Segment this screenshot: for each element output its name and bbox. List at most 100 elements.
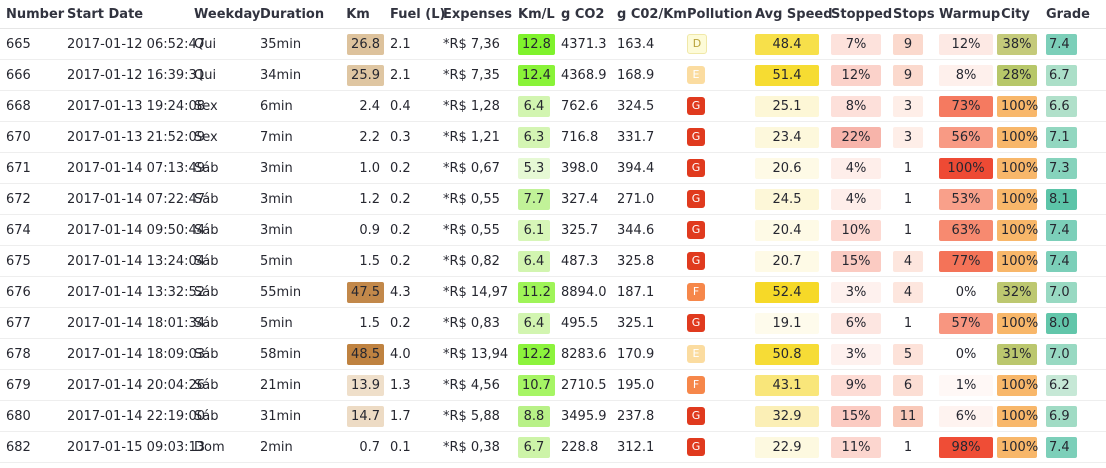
cell-pollution: G bbox=[681, 431, 749, 463]
cell-stops: 1 bbox=[887, 431, 933, 463]
cell-grade-value: 7.4 bbox=[1046, 33, 1077, 55]
col-stops[interactable]: Stops bbox=[887, 0, 935, 29]
cell-fuel: 2.1 bbox=[384, 59, 437, 91]
cell-stopped: 10% bbox=[825, 214, 887, 246]
cell-expenses: *R$ 0,67 bbox=[437, 152, 512, 184]
cell-warmup-value: 77% bbox=[939, 250, 993, 272]
cell-start-date: 2017-01-14 09:50:44 bbox=[61, 214, 205, 246]
col-pollution[interactable]: Pollution bbox=[681, 0, 752, 29]
cell-duration: 21min bbox=[254, 369, 332, 401]
cell-pollution-value: G bbox=[687, 221, 705, 239]
cell-avg-speed-value: 43.1 bbox=[755, 374, 819, 396]
col-co2km[interactable]: g C02/Km bbox=[611, 0, 687, 29]
col-fuel[interactable]: Fuel (L) bbox=[384, 0, 445, 29]
col-city[interactable]: City bbox=[991, 0, 1040, 29]
cell-weekday: Sáb bbox=[188, 307, 254, 339]
cell-city: 100% bbox=[991, 152, 1040, 184]
cell-avg-speed-value: 22.9 bbox=[755, 436, 819, 458]
cell-avg-speed-value: 48.4 bbox=[755, 33, 819, 55]
cell-km-value: 26.8 bbox=[347, 33, 384, 55]
cell-duration: 3min bbox=[254, 152, 332, 184]
cell-pollution-value: G bbox=[687, 252, 705, 270]
cell-weekday: Sáb bbox=[188, 276, 254, 308]
cell-km: 0.9 bbox=[332, 214, 384, 246]
col-grade[interactable]: Grade bbox=[1040, 0, 1106, 29]
cell-kml: 6.3 bbox=[512, 121, 555, 153]
cell-pollution: G bbox=[681, 152, 749, 184]
cell-grade: 7.4 bbox=[1040, 245, 1106, 277]
col-weekday[interactable]: Weekday bbox=[188, 0, 260, 29]
cell-km: 14.7 bbox=[332, 400, 384, 432]
cell-start-date: 2017-01-14 07:13:49 bbox=[61, 152, 205, 184]
cell-grade: 7.4 bbox=[1040, 28, 1106, 60]
cell-pollution: E bbox=[681, 338, 749, 370]
cell-warmup: 0% bbox=[933, 338, 991, 370]
cell-co2km: 271.0 bbox=[611, 183, 681, 215]
cell-number: 676 bbox=[0, 276, 61, 308]
cell-fuel: 2.1 bbox=[384, 28, 437, 60]
cell-duration: 58min bbox=[254, 338, 332, 370]
cell-stopped: 11% bbox=[825, 431, 887, 463]
cell-stopped-value: 9% bbox=[831, 374, 881, 396]
cell-weekday: Sáb bbox=[188, 400, 254, 432]
cell-fuel: 0.4 bbox=[384, 90, 437, 122]
cell-avg-speed: 32.9 bbox=[749, 400, 825, 432]
cell-stopped-value: 22% bbox=[831, 126, 881, 148]
col-duration[interactable]: Duration bbox=[254, 0, 332, 29]
cell-kml-value: 6.4 bbox=[518, 312, 550, 334]
cell-avg-speed: 24.5 bbox=[749, 183, 825, 215]
cell-stops-value: 1 bbox=[903, 439, 913, 455]
table-row: 677 2017-01-14 18:01:34 Sáb 5min 1.5 0.2 *R$ 0… bbox=[0, 307, 1106, 339]
cell-city-value: 100% bbox=[997, 405, 1038, 427]
cell-pollution-value: G bbox=[687, 159, 705, 177]
cell-co2: 228.8 bbox=[555, 431, 611, 463]
cell-stopped-value: 8% bbox=[831, 95, 881, 117]
col-warmup[interactable]: Warmup bbox=[933, 0, 1000, 29]
cell-pollution: G bbox=[681, 400, 749, 432]
col-avg-speed[interactable]: Avg Speed bbox=[749, 0, 833, 29]
table-row: 679 2017-01-14 20:04:26 Sáb 21min 13.9 1.3 *R$… bbox=[0, 369, 1106, 401]
cell-avg-speed: 43.1 bbox=[749, 369, 825, 401]
cell-city-value: 100% bbox=[997, 312, 1038, 334]
cell-avg-speed: 51.4 bbox=[749, 59, 825, 91]
cell-stopped: 4% bbox=[825, 152, 887, 184]
cell-stops-value: 1 bbox=[903, 315, 913, 331]
col-expenses[interactable]: Expenses bbox=[437, 0, 512, 29]
cell-pollution-value: D bbox=[687, 34, 707, 54]
cell-kml: 6.1 bbox=[512, 214, 555, 246]
cell-grade: 6.6 bbox=[1040, 90, 1106, 122]
cell-stopped-value: 15% bbox=[831, 405, 881, 427]
cell-stops-value: 11 bbox=[893, 405, 923, 427]
cell-avg-speed: 20.6 bbox=[749, 152, 825, 184]
cell-co2km: 237.8 bbox=[611, 400, 681, 432]
col-number[interactable]: Number bbox=[0, 0, 64, 29]
cell-kml: 11.2 bbox=[512, 276, 555, 308]
header-row: Number Start Date Weekday Duration Km Fu… bbox=[0, 0, 1106, 29]
cell-km-value: 47.5 bbox=[347, 281, 384, 303]
cell-pollution: G bbox=[681, 183, 749, 215]
cell-stops: 4 bbox=[887, 276, 933, 308]
col-start-date[interactable]: Start Date bbox=[61, 0, 188, 29]
cell-stopped-value: 4% bbox=[831, 157, 881, 179]
cell-stops: 1 bbox=[887, 307, 933, 339]
cell-co2km: 394.4 bbox=[611, 152, 681, 184]
col-stopped[interactable]: Stopped bbox=[825, 0, 892, 29]
cell-kml-value: 12.4 bbox=[518, 64, 555, 86]
cell-avg-speed-value: 19.1 bbox=[755, 312, 819, 334]
cell-expenses: *R$ 7,35 bbox=[437, 59, 512, 91]
cell-warmup: 8% bbox=[933, 59, 993, 91]
cell-grade: 6.7 bbox=[1040, 59, 1106, 91]
cell-pollution-value: G bbox=[687, 314, 705, 332]
cell-city: 31% bbox=[991, 338, 1040, 370]
cell-kml-value: 6.3 bbox=[518, 126, 550, 148]
cell-warmup-value: 0% bbox=[955, 284, 977, 300]
cell-grade: 8.0 bbox=[1040, 307, 1106, 339]
cell-warmup: 12% bbox=[933, 28, 993, 60]
table-row: 671 2017-01-14 07:13:49 Sáb 3min 1.0 0.2 *R$ 0… bbox=[0, 152, 1106, 184]
col-km[interactable]: Km bbox=[332, 0, 384, 29]
cell-km-value: 13.9 bbox=[347, 374, 384, 396]
col-co2[interactable]: g CO2 bbox=[555, 0, 611, 29]
cell-grade: 7.1 bbox=[1040, 121, 1106, 153]
col-kml[interactable]: Km/L bbox=[512, 0, 555, 29]
